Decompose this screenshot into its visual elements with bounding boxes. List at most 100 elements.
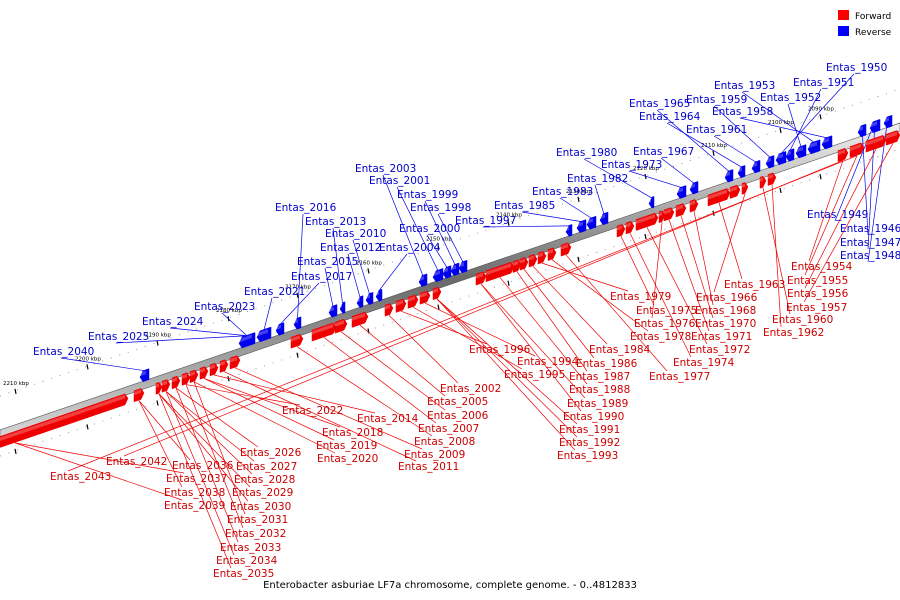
forward-gene-arrow[interactable] [689, 199, 699, 213]
forward-gene-label[interactable]: Entas_2033 [220, 542, 281, 554]
forward-gene-arrow[interactable] [384, 303, 394, 317]
forward-gene-label[interactable]: Entas_1987 [569, 371, 630, 383]
forward-gene-label[interactable]: Entas_1955 [787, 275, 848, 287]
reverse-gene-arrow[interactable] [737, 165, 746, 179]
reverse-gene-arrow[interactable] [356, 295, 364, 308]
reverse-gene-label[interactable]: Entas_1949 [807, 209, 868, 221]
forward-gene-arrow[interactable] [707, 188, 731, 207]
forward-gene-arrow[interactable] [199, 366, 209, 380]
reverse-gene-arrow[interactable] [375, 288, 383, 302]
reverse-gene-label[interactable]: Entas_2003 [355, 163, 416, 175]
forward-gene-arrow[interactable] [311, 322, 337, 342]
reverse-gene-arrow[interactable] [432, 268, 444, 283]
forward-gene-label[interactable]: Entas_2043 [50, 471, 111, 483]
forward-gene-arrow[interactable] [407, 294, 419, 309]
forward-gene-label[interactable]: Entas_2007 [418, 423, 479, 435]
forward-gene-label[interactable]: Entas_1979 [610, 291, 671, 303]
forward-gene-label[interactable]: Entas_1962 [763, 327, 824, 339]
reverse-gene-arrow[interactable] [565, 224, 573, 237]
forward-gene-label[interactable]: Entas_1957 [786, 302, 847, 314]
forward-gene-label[interactable]: Entas_1971 [691, 331, 752, 343]
reverse-gene-label[interactable]: Entas_1958 [712, 106, 773, 118]
forward-gene-arrow[interactable] [133, 388, 145, 403]
forward-gene-label[interactable]: Entas_1995 [504, 369, 565, 381]
reverse-gene-label[interactable]: Entas_1973 [601, 159, 662, 171]
reverse-gene-label[interactable]: Entas_1983 [532, 186, 593, 198]
reverse-gene-label[interactable]: Entas_1999 [397, 189, 458, 201]
reverse-gene-label[interactable]: Entas_1964 [639, 111, 701, 123]
reverse-gene-arrow[interactable] [883, 114, 893, 129]
reverse-gene-label[interactable]: Entas_2012 [320, 242, 381, 254]
forward-gene-label[interactable]: Entas_1972 [689, 344, 750, 356]
forward-gene-label[interactable]: Entas_2034 [216, 555, 278, 567]
reverse-gene-label[interactable]: Entas_1947 [840, 237, 900, 249]
reverse-gene-arrow[interactable] [328, 304, 338, 318]
forward-gene-arrow[interactable] [229, 355, 241, 370]
reverse-gene-label[interactable]: Entas_1951 [793, 77, 854, 89]
reverse-gene-label[interactable]: Entas_1959 [686, 94, 747, 106]
forward-gene-arrow[interactable] [767, 172, 777, 186]
forward-gene-arrow[interactable] [512, 259, 522, 273]
forward-gene-arrow[interactable] [290, 333, 304, 349]
forward-gene-arrow[interactable] [189, 369, 199, 384]
reverse-gene-label[interactable]: Entas_1950 [826, 62, 887, 74]
reverse-gene-label[interactable]: Entas_2021 [244, 286, 305, 298]
forward-gene-arrow[interactable] [635, 212, 659, 231]
reverse-gene-arrow[interactable] [275, 322, 285, 336]
forward-gene-label[interactable]: Entas_2005 [427, 396, 488, 408]
forward-gene-arrow[interactable] [155, 381, 163, 395]
reverse-gene-arrow[interactable] [751, 159, 761, 174]
forward-gene-label[interactable]: Entas_1984 [589, 344, 651, 356]
reverse-gene-label[interactable]: Entas_2024 [142, 316, 204, 328]
reverse-gene-arrow[interactable] [256, 326, 272, 343]
forward-gene-arrow[interactable] [334, 318, 348, 334]
forward-gene-label[interactable]: Entas_2008 [414, 436, 475, 448]
forward-gene-label[interactable]: Entas_2019 [316, 440, 377, 452]
forward-gene-label[interactable]: Entas_2030 [230, 501, 291, 513]
forward-gene-arrow[interactable] [865, 135, 887, 153]
forward-gene-arrow[interactable] [729, 184, 741, 199]
forward-gene-label[interactable]: Entas_1993 [557, 450, 618, 462]
reverse-gene-arrow[interactable] [648, 196, 655, 209]
forward-gene-label[interactable]: Entas_1989 [567, 398, 628, 410]
forward-gene-arrow[interactable] [519, 257, 529, 271]
forward-gene-label[interactable]: Entas_1975 [636, 305, 697, 317]
reverse-gene-arrow[interactable] [442, 265, 452, 279]
forward-gene-arrow[interactable] [675, 203, 687, 218]
forward-gene-label[interactable]: Entas_2002 [440, 383, 501, 395]
reverse-gene-label[interactable]: Entas_1985 [494, 200, 555, 212]
reverse-gene-label[interactable]: Entas_1948 [840, 250, 900, 262]
forward-gene-label[interactable]: Entas_1970 [695, 318, 756, 330]
reverse-gene-label[interactable]: Entas_1997 [455, 215, 516, 227]
forward-gene-arrow[interactable] [837, 147, 849, 162]
forward-gene-arrow[interactable] [537, 250, 547, 265]
forward-gene-arrow[interactable] [560, 242, 572, 257]
forward-gene-label[interactable]: Entas_1991 [559, 424, 620, 436]
reverse-gene-arrow[interactable] [139, 368, 150, 383]
reverse-gene-arrow[interactable] [586, 215, 597, 230]
reverse-gene-arrow[interactable] [765, 155, 775, 169]
reverse-gene-arrow[interactable] [458, 259, 468, 274]
reverse-gene-arrow[interactable] [785, 148, 795, 162]
forward-gene-label[interactable]: Entas_1977 [649, 371, 710, 383]
forward-gene-label[interactable]: Entas_1974 [673, 357, 735, 369]
reverse-gene-label[interactable]: Entas_2040 [33, 346, 94, 358]
forward-gene-arrow[interactable] [419, 290, 431, 305]
reverse-gene-label[interactable]: Entas_1953 [714, 80, 775, 92]
reverse-gene-label[interactable]: Entas_2013 [305, 216, 366, 228]
forward-gene-arrow[interactable] [351, 311, 369, 328]
forward-gene-label[interactable]: Entas_2029 [232, 487, 293, 499]
reverse-gene-label[interactable]: Entas_2017 [291, 271, 352, 283]
forward-gene-arrow[interactable] [528, 254, 538, 268]
reverse-gene-arrow[interactable] [238, 332, 256, 349]
forward-gene-arrow[interactable] [759, 175, 767, 189]
forward-gene-arrow[interactable] [209, 362, 219, 377]
forward-gene-arrow[interactable] [658, 210, 666, 224]
forward-gene-label[interactable]: Entas_1976 [634, 318, 696, 330]
forward-gene-arrow[interactable] [663, 207, 675, 222]
reverse-gene-label[interactable]: Entas_1967 [633, 146, 694, 158]
reverse-gene-label[interactable]: Entas_1946 [840, 223, 900, 235]
reverse-gene-arrow[interactable] [450, 262, 460, 276]
forward-gene-label[interactable]: Entas_2042 [106, 456, 167, 468]
reverse-gene-arrow[interactable] [599, 211, 609, 226]
